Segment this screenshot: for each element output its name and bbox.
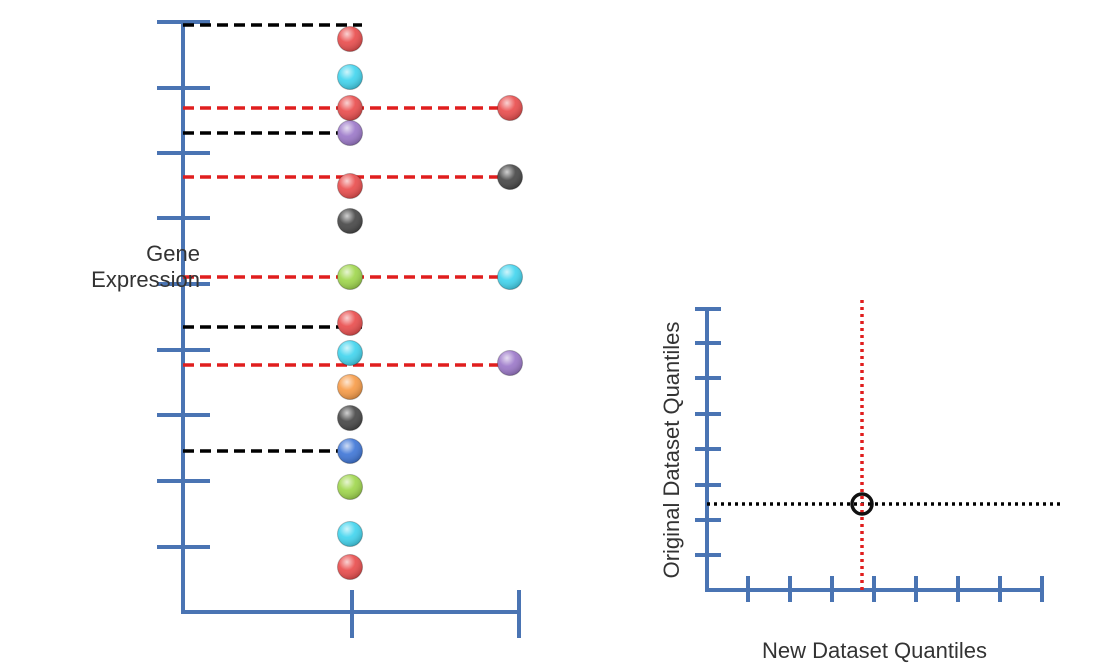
- column-dot-red: [337, 26, 363, 52]
- right-axes: [695, 307, 1044, 602]
- column-dot-red: [337, 554, 363, 580]
- quantile-match-marker: [850, 492, 874, 516]
- column-dot-gray: [337, 208, 363, 234]
- column-dot-cyan: [337, 521, 363, 547]
- column-dot-red: [337, 310, 363, 336]
- left-dash-lines: [183, 23, 522, 453]
- dot-shine: [337, 208, 363, 234]
- column-dot-cyan: [337, 340, 363, 366]
- reference-dot-red: [497, 95, 523, 121]
- column-dot-green: [337, 264, 363, 290]
- gene-expression-label-line1: Gene: [146, 241, 200, 266]
- dot-shine: [337, 405, 363, 431]
- dot-shine: [337, 374, 363, 400]
- dot-shine: [497, 350, 523, 376]
- dot-shine: [337, 340, 363, 366]
- original-dataset-quantiles-label: Original Dataset Quantiles: [659, 321, 684, 579]
- dot-shine: [497, 164, 523, 190]
- column-dot-gray: [337, 405, 363, 431]
- reference-dot-gray: [497, 164, 523, 190]
- gene-expression-label: Gene Expression: [60, 241, 200, 293]
- dot-shine: [337, 26, 363, 52]
- column-dot-red: [337, 173, 363, 199]
- dot-shine: [497, 264, 523, 290]
- dot-shine: [337, 173, 363, 199]
- column-dot-cyan: [337, 64, 363, 90]
- dot-shine: [337, 120, 363, 146]
- right-guide-lines: [707, 300, 1060, 590]
- left-panel: [157, 20, 523, 638]
- dot-shine: [337, 264, 363, 290]
- column-dot-orange: [337, 374, 363, 400]
- dot-shine: [337, 95, 363, 121]
- dot-shine: [497, 95, 523, 121]
- left-column-dots: [337, 26, 363, 580]
- dot-shine: [337, 64, 363, 90]
- reference-dot-purple: [497, 350, 523, 376]
- dot-shine: [337, 310, 363, 336]
- dot-shine: [337, 438, 363, 464]
- dot-shine: [337, 521, 363, 547]
- new-dataset-quantiles-label: New Dataset Quantiles: [762, 638, 987, 663]
- dot-shine: [337, 554, 363, 580]
- reference-dot-cyan: [497, 264, 523, 290]
- right-panel: [695, 300, 1060, 602]
- left-reference-dots: [497, 95, 523, 376]
- column-dot-purple: [337, 120, 363, 146]
- column-dot-red: [337, 95, 363, 121]
- dot-shine: [337, 474, 363, 500]
- left-axes: [157, 20, 521, 638]
- column-dot-green: [337, 474, 363, 500]
- column-dot-blue: [337, 438, 363, 464]
- gene-expression-label-line2: Expression: [91, 267, 200, 292]
